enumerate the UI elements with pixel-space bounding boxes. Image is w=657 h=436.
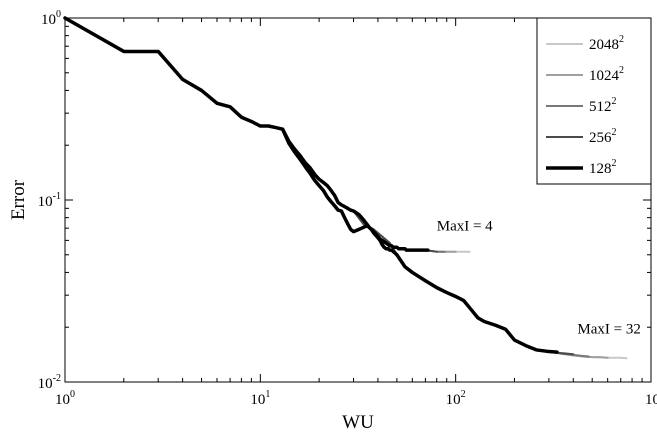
y-tick-label: 10-1 xyxy=(38,191,61,210)
annotations: MaxI = 4 MaxI = 32 xyxy=(437,218,641,337)
legend-label-128: 1282 xyxy=(589,158,617,177)
plot-lines xyxy=(63,16,628,360)
legend-label-1024: 10242 xyxy=(589,65,624,84)
y-axis-label: Error xyxy=(8,179,29,220)
y-tick-label: 100 xyxy=(41,9,61,28)
x-axis-label: WU xyxy=(342,412,374,433)
legend-label-512: 5122 xyxy=(589,96,617,115)
annotation-label: MaxI = 4 xyxy=(437,218,493,234)
legend: 20482 10242 5122 2562 1282 xyxy=(536,17,652,185)
series-line-128-curve-2 xyxy=(280,127,559,354)
x-tick-label: 102 xyxy=(446,389,466,408)
annotation-label: MaxI = 32 xyxy=(577,321,640,337)
legend-box xyxy=(536,17,652,185)
legend-label-256: 2562 xyxy=(589,127,617,146)
series-line-128-curve-1 xyxy=(63,16,430,252)
x-tick-label: 101 xyxy=(250,389,270,408)
y-tick-label: 10-2 xyxy=(38,373,61,392)
legend-label-2048: 20482 xyxy=(589,34,624,53)
x-tick-label: 10 xyxy=(645,392,657,408)
tick-labels: 100 101 102 10 100 10-1 10-2 xyxy=(38,9,657,408)
x-tick-label: 100 xyxy=(55,389,75,408)
